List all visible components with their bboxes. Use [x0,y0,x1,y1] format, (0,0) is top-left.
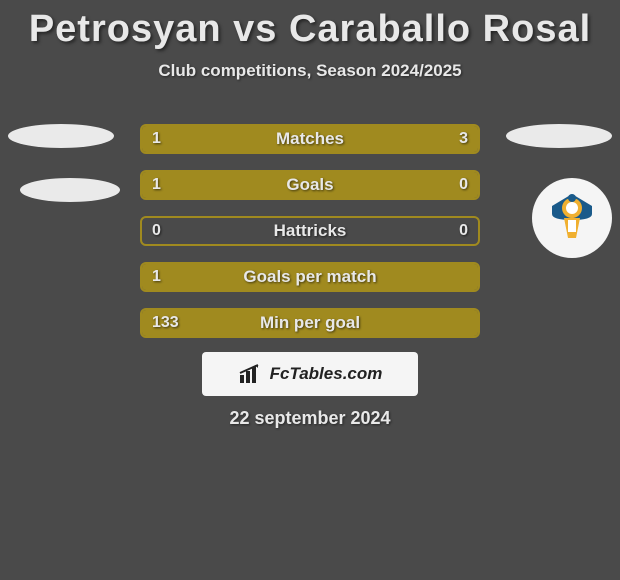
bar-value-right: 0 [459,172,468,198]
player-right-ellipse [506,124,612,148]
bar-label: Goals [142,172,478,198]
bar-chart-icon [238,363,264,385]
bar-value-right: 0 [459,218,468,244]
bar-label: Matches [142,126,478,152]
player-left-ellipse-2 [20,178,120,202]
player-left-ellipse-1 [8,124,114,148]
subtitle: Club competitions, Season 2024/2025 [0,61,620,81]
club-badge-right [532,178,612,258]
bar-value-right: 3 [459,126,468,152]
bar-row-hattricks: 0 Hattricks 0 [140,216,480,246]
attribution-badge: FcTables.com [202,352,418,396]
comparison-infographic: Petrosyan vs Caraballo Rosal Club compet… [0,0,620,580]
comparison-bars: 1 Matches 3 1 Goals 0 0 Hattricks 0 1 Go… [140,124,480,354]
bar-row-goals: 1 Goals 0 [140,170,480,200]
bar-row-min-per-goal: 133 Min per goal [140,308,480,338]
attribution-text: FcTables.com [270,364,383,384]
bar-label: Min per goal [142,310,478,336]
page-title: Petrosyan vs Caraballo Rosal [0,0,620,51]
bar-row-goals-per-match: 1 Goals per match [140,262,480,292]
bar-label: Goals per match [142,264,478,290]
date-label: 22 september 2024 [0,408,620,429]
bar-row-matches: 1 Matches 3 [140,124,480,154]
club-crest-icon [540,186,604,250]
bar-label: Hattricks [142,218,478,244]
